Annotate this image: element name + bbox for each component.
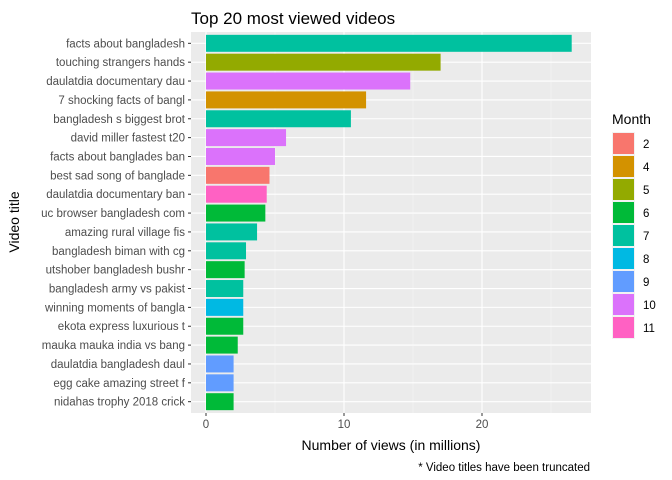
y-tick-label: ekota express luxurious t bbox=[58, 321, 186, 333]
y-tick-label: david miller fastest t20 bbox=[71, 133, 185, 145]
bars bbox=[206, 34, 572, 411]
y-tick-label: mauka mauka india vs bang bbox=[42, 340, 185, 352]
legend-swatch bbox=[613, 317, 634, 338]
y-tick-label: uc browser bangladesh com bbox=[41, 208, 185, 220]
bar bbox=[206, 147, 275, 165]
y-tick-label: bangladesh biman with cg bbox=[52, 246, 185, 258]
legend-label: 5 bbox=[643, 185, 649, 197]
legend-title: Month bbox=[612, 111, 651, 127]
legend-swatch bbox=[613, 294, 634, 315]
legend-label: 7 bbox=[643, 231, 649, 243]
y-tick-label: daulatdia bangladesh daul bbox=[51, 359, 185, 371]
legend-label: 2 bbox=[643, 139, 649, 151]
bar bbox=[206, 355, 234, 373]
bar bbox=[206, 374, 234, 392]
legend-label: 6 bbox=[643, 208, 649, 220]
bar bbox=[206, 317, 244, 335]
y-tick-label: nidahas trophy 2018 crick bbox=[54, 397, 185, 409]
legend-label: 11 bbox=[643, 323, 655, 335]
bar bbox=[206, 53, 441, 71]
x-tick-label: 20 bbox=[476, 419, 489, 431]
y-tick-label: facts about banglades ban bbox=[50, 151, 185, 163]
bar bbox=[206, 393, 234, 411]
legend-swatch bbox=[613, 248, 634, 269]
bar bbox=[206, 242, 247, 260]
bar bbox=[206, 34, 572, 52]
chart-title: Top 20 most viewed videos bbox=[191, 9, 395, 28]
bar bbox=[206, 110, 351, 128]
bar bbox=[206, 204, 266, 222]
legend-label: 9 bbox=[643, 277, 649, 289]
legend-label: 8 bbox=[643, 254, 649, 266]
legend-swatch bbox=[613, 202, 634, 223]
y-tick-label: bangladesh army vs pakist bbox=[49, 284, 186, 296]
y-tick-label: winning moments of bangla bbox=[44, 302, 186, 314]
legend-label: 10 bbox=[643, 300, 656, 312]
legend-label: 4 bbox=[643, 162, 650, 174]
bar bbox=[206, 72, 411, 90]
y-tick-label: facts about bangladesh bbox=[66, 38, 185, 50]
chart-caption: * Video titles have been truncated bbox=[418, 462, 590, 474]
legend: Month 2 4 5 6 7 8 9 10 11 bbox=[612, 111, 656, 339]
y-tick-label: daulatdia documentary ban bbox=[46, 189, 185, 201]
y-tick-label: touching strangers hands bbox=[56, 57, 185, 69]
x-axis-tick-labels: 0 10 20 bbox=[203, 413, 489, 431]
bar bbox=[206, 129, 287, 147]
bar bbox=[206, 261, 245, 279]
legend-swatch bbox=[613, 133, 634, 154]
legend-swatch bbox=[613, 271, 634, 292]
y-tick-label: bangladesh s biggest brot bbox=[53, 114, 186, 126]
y-tick-label: utshober bangladesh bushr bbox=[46, 265, 186, 277]
y-tick-label: 7 shocking facts of bangl bbox=[58, 95, 185, 107]
x-tick-label: 0 bbox=[203, 419, 209, 431]
bar bbox=[206, 223, 258, 241]
y-tick-label: best sad song of banglade bbox=[50, 170, 185, 182]
legend-swatch bbox=[613, 179, 634, 200]
bar bbox=[206, 185, 267, 203]
bar bbox=[206, 336, 238, 354]
bar bbox=[206, 91, 367, 109]
y-axis-title: Video title bbox=[6, 191, 22, 252]
y-tick-label: egg cake amazing street f bbox=[53, 378, 185, 390]
legend-swatch bbox=[613, 225, 634, 246]
bar bbox=[206, 298, 244, 316]
y-tick-label: amazing rural village fis bbox=[65, 227, 185, 239]
bar bbox=[206, 166, 270, 184]
x-axis-title: Number of views (in millions) bbox=[302, 437, 481, 453]
bar bbox=[206, 280, 244, 298]
y-tick-label: daulatdia documentary dau bbox=[46, 76, 185, 88]
legend-swatch bbox=[613, 156, 634, 177]
y-axis-tick-labels: facts about bangladesh touching strangers… bbox=[41, 38, 191, 409]
x-tick-label: 10 bbox=[338, 419, 351, 431]
